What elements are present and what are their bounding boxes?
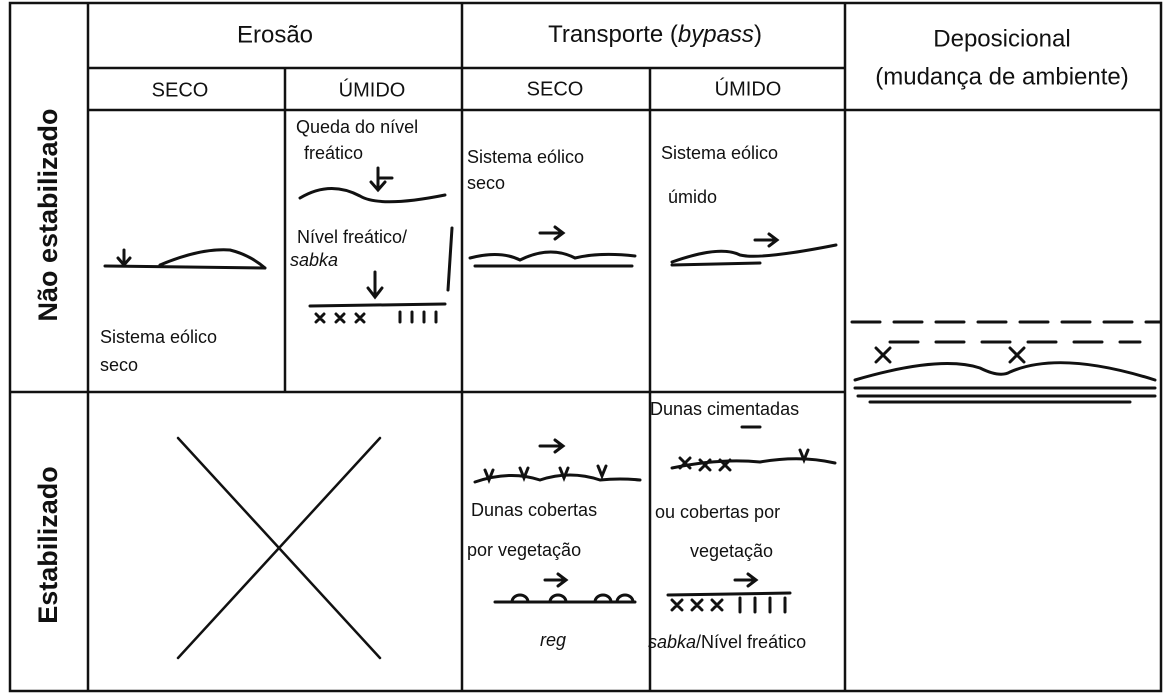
cell-text: por vegetação	[467, 540, 581, 560]
subheader: SECO	[152, 79, 209, 101]
row-label: Estabilizado	[33, 466, 63, 624]
cell-text: Sistema eólico	[661, 143, 778, 163]
cell-text: ou cobertas por	[655, 502, 780, 522]
dune-sketch	[670, 457, 837, 470]
crust-marks	[678, 448, 810, 472]
arrow	[733, 572, 759, 588]
arrow	[538, 225, 566, 241]
cell-text: Queda do nível	[296, 117, 418, 137]
column-header: Erosão	[237, 21, 313, 48]
vegetation-marks	[483, 464, 608, 485]
arrow	[543, 572, 569, 588]
cell-text: reg	[540, 630, 566, 650]
crust-marks	[314, 310, 438, 324]
row-label: Não estabilizado	[33, 108, 63, 321]
gravel-sketch	[493, 593, 637, 604]
header-italic: bypass	[678, 21, 754, 48]
cell-text: sabka	[290, 250, 338, 270]
arrow	[308, 270, 447, 308]
arrow	[116, 248, 132, 268]
line-mark	[446, 226, 454, 292]
dune-sketch	[670, 243, 838, 267]
header-text: Transporte (	[548, 21, 678, 48]
column-header: Transporte (bypass)	[548, 21, 762, 48]
cell-text: Nível freático/	[297, 227, 407, 247]
crust-marks	[874, 346, 1026, 364]
cell-text: úmido	[668, 187, 717, 207]
arrow	[753, 232, 780, 248]
cell-text-part: /Nível freático	[696, 632, 806, 652]
dune-sketch	[853, 361, 1157, 404]
cell-text: Sistema eólico	[100, 327, 217, 347]
table-grid	[8, 1, 1163, 693]
dune-sketch	[473, 473, 642, 484]
arrow	[538, 438, 566, 454]
table-border	[8, 1, 1163, 693]
crust-marks	[666, 591, 792, 614]
subheader: ÚMIDO	[339, 78, 406, 101]
cell-text: Dunas cimentadas	[650, 399, 799, 419]
sketches	[103, 166, 1162, 660]
column-header: Deposicional	[933, 25, 1070, 52]
cell-italic: sabka	[648, 632, 696, 652]
cell-text: freático	[304, 143, 363, 163]
cell-text: Dunas cobertas	[471, 500, 597, 520]
cell-text: seco	[100, 355, 138, 375]
dune-sketch	[298, 186, 447, 204]
column-subtitle: (mudança de ambiente)	[875, 63, 1128, 90]
cell-text: sabka/Nível freático	[648, 632, 806, 652]
cell-text: vegetação	[690, 541, 773, 561]
header-text: )	[754, 21, 762, 48]
subheader: SECO	[527, 78, 584, 100]
dune-sketch	[103, 248, 267, 270]
cell-text: Sistema eólico	[467, 147, 584, 167]
not-applicable-cross	[176, 436, 382, 660]
cell-text: seco	[467, 173, 505, 193]
dune-sketch	[468, 250, 637, 268]
arrow	[369, 166, 394, 193]
subheader: ÚMIDO	[715, 77, 782, 100]
